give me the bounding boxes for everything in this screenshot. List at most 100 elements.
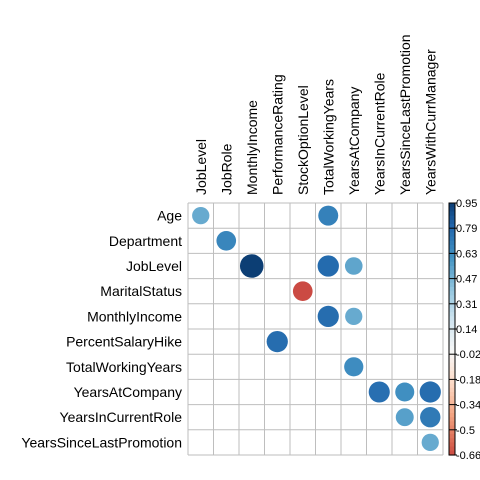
colorbar-segment — [449, 240, 455, 246]
correlation-circle-age-job-level — [192, 206, 210, 225]
colorbar-tick-label: 0.63 — [456, 248, 477, 260]
colorbar-segment — [449, 392, 455, 397]
colorbar-segment — [449, 354, 455, 359]
correlation-circle-age-total-working-years — [318, 205, 339, 226]
colorbar-segment — [449, 232, 455, 238]
colorbar-segment — [449, 257, 455, 263]
column-label-years-since-last-promotion: YearsSinceLastPromotion — [397, 34, 413, 195]
colorbar-segment — [449, 224, 455, 229]
correlation-circle-years-at-company-years-since-last-promotion — [395, 382, 415, 402]
colorbar-segment — [449, 396, 455, 401]
correlation-circle-percent-salary-hike-performance-rating — [266, 330, 288, 353]
colorbar-tick-label: -0.5 — [456, 425, 475, 437]
colorbar-segment — [449, 421, 455, 427]
colorbar-segment — [449, 274, 455, 280]
colorbar-segment — [449, 446, 455, 452]
correlation-circle-years-at-company-years-in-current-role — [368, 381, 390, 403]
colorbar-segment — [449, 417, 455, 422]
colorbar-segment — [449, 442, 455, 448]
colorbar-segment — [449, 408, 455, 414]
colorbar-tick-label: -0.02 — [456, 349, 480, 361]
correlation-circle-years-since-last-promotion-years-with-curr-manager — [421, 433, 439, 452]
colorbar-segment — [449, 329, 455, 334]
correlation-circles — [192, 205, 441, 452]
colorbar-segment — [449, 295, 455, 301]
row-label-years-since-last-promotion: YearsSinceLastPromotion — [21, 434, 182, 450]
correlation-circle-monthly-income-total-working-years — [317, 305, 339, 328]
colorbar-segment — [449, 291, 455, 296]
colorbar-segment — [449, 270, 455, 275]
colorbar-segment — [449, 278, 455, 284]
colorbar-tick-label: 0.14 — [456, 324, 477, 336]
row-labels: Age Department JobLevel MaritalStatus Monthl… — [21, 208, 182, 451]
colorbar-segment — [449, 312, 455, 317]
colorbar-tick-label: -0.18 — [456, 374, 480, 386]
column-labels: JobLevel JobRole MonthlyIncome PerformanceR… — [193, 34, 439, 195]
correlation-circle-monthly-income-years-at-company — [345, 307, 363, 326]
correlation-circle-job-level-monthly-income — [239, 254, 264, 278]
colorbar-segment — [449, 375, 455, 380]
row-label-job-level: JobLevel — [126, 258, 182, 274]
colorbar-segment — [449, 245, 455, 250]
colorbar-segment — [449, 333, 455, 338]
column-label-job-role: JobRole — [218, 143, 234, 195]
colorbar-tick-label: 0.47 — [456, 274, 477, 286]
column-label-total-working-years: TotalWorkingYears — [320, 79, 336, 195]
colorbar-segment — [449, 350, 455, 355]
colorbar-segment — [449, 320, 455, 326]
colorbar-segment — [449, 303, 455, 309]
row-label-monthly-income: MonthlyIncome — [87, 308, 182, 324]
column-label-years-in-current-role: YearsInCurrentRole — [371, 72, 387, 195]
colorbar-segment — [449, 366, 455, 372]
row-label-marital-status: MaritalStatus — [100, 283, 182, 299]
colorbar-segment — [449, 261, 455, 267]
column-label-years-at-company: YearsAtCompany — [346, 87, 362, 195]
colorbar-segment — [449, 211, 455, 217]
colorbar-segment — [449, 371, 455, 376]
colorbar-segment — [449, 358, 455, 364]
colorbar-tick-label: 0.95 — [456, 198, 477, 210]
colorbar-segment — [449, 337, 455, 343]
colorbar-segment — [449, 387, 455, 393]
colorbar-segment — [449, 215, 455, 221]
colorbar-segment — [449, 450, 455, 456]
column-label-years-with-curr-manager: YearsWithCurrManager — [422, 49, 438, 195]
colorbar-segment — [449, 228, 455, 233]
colorbar-segment — [449, 299, 455, 305]
row-label-total-working-years: TotalWorkingYears — [66, 359, 182, 375]
colorbar-segment — [449, 383, 455, 389]
row-label-years-in-current-role: YearsInCurrentRole — [60, 409, 183, 425]
colorbar: 0.95 0.79 0.63 0.47 0.31 0.14 -0.02 -0.18 -0.34 -… — [448, 198, 480, 462]
colorbar-segment — [449, 207, 455, 212]
colorbar-segment — [449, 266, 455, 271]
colorbar-segment — [449, 404, 455, 410]
grid — [187, 202, 444, 456]
correlation-circle-years-in-current-role-years-since-last-promotion — [395, 408, 414, 427]
colorbar-tick-label: 0.31 — [456, 299, 477, 311]
colorbar-segment — [449, 438, 455, 443]
colorbar-segment — [449, 203, 455, 208]
colorbar-segment — [449, 425, 455, 431]
correlation-circle-marital-status-stock-option-level — [292, 281, 313, 302]
colorbar-segment — [449, 249, 455, 254]
colorbar-segment — [449, 316, 455, 322]
colorbar-tick-label: -0.34 — [456, 400, 480, 412]
column-label-stock-option-level: StockOptionLevel — [295, 85, 311, 195]
column-label-job-level: JobLevel — [193, 139, 209, 195]
row-label-years-at-company: YearsAtCompany — [74, 384, 182, 400]
correlation-circle-years-in-current-role-years-with-curr-manager — [420, 407, 441, 428]
correlation-circle-job-level-total-working-years — [317, 255, 339, 277]
colorbar-segment — [449, 324, 455, 330]
column-label-performance-rating: PerformanceRating — [269, 74, 285, 195]
colorbar-tick-label: 0.79 — [456, 223, 477, 235]
column-label-monthly-income: MonthlyIncome — [244, 100, 260, 195]
colorbar-segment — [449, 400, 455, 406]
colorbar-segment — [449, 379, 455, 385]
correlation-circle-years-at-company-years-with-curr-manager — [419, 381, 441, 403]
colorbar-segment — [449, 434, 455, 439]
colorbar-segment — [449, 253, 455, 259]
colorbar-segment — [449, 219, 455, 225]
correlation-circle-total-working-years-years-at-company — [344, 357, 364, 377]
colorbar-segment — [449, 429, 455, 435]
